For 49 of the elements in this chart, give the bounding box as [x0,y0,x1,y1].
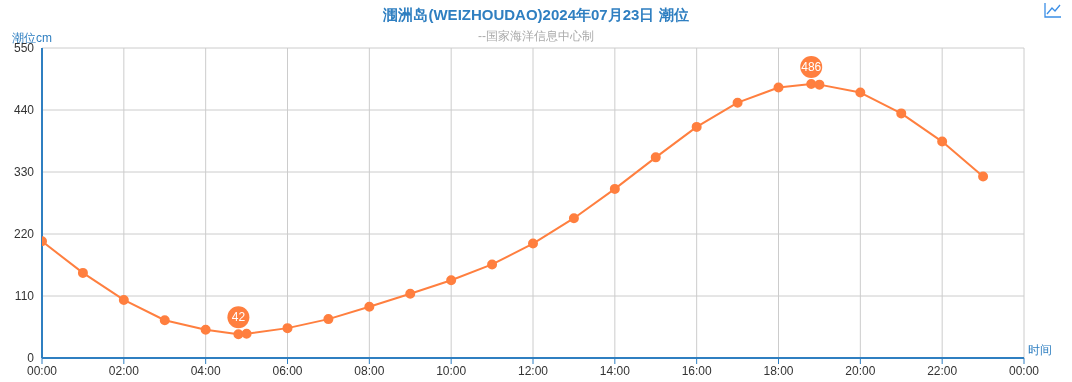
point [159,315,170,326]
point [568,213,579,224]
x-axis-title: 时间 [1028,342,1052,359]
point [282,323,293,334]
x-tick-label: 00:00 [1008,363,1040,378]
annotation: 486 [801,60,822,75]
point [528,238,538,249]
point [896,108,907,119]
point [364,301,375,312]
x-tick-label: 00:00 [26,363,58,378]
point [691,121,702,132]
y-axis-title: 潮位cm [12,30,52,45]
point [446,275,457,286]
point [609,183,620,194]
x-tick-label: 12:00 [517,363,549,378]
annotation: 42 [231,310,246,325]
chart-title: 涠洲岛(WEIZHOUDAO)2024年07月23日 潮位 [382,6,690,25]
point [241,328,252,339]
point [773,82,784,93]
point [650,152,661,163]
y-tick-label: 440 [13,103,35,118]
point [118,294,129,305]
x-tick-label: 04:00 [190,363,222,378]
y-tick-label: 110 [14,289,35,304]
point [233,329,244,340]
point [732,97,743,108]
point [200,324,211,335]
chart-subtitle: --国家海洋信息中心制 [478,29,594,43]
x-tick-label: 06:00 [272,363,303,378]
x-tick-label: 02:00 [108,363,140,378]
point [405,288,416,299]
x-tick-label: 18:00 [763,363,794,378]
y-tick-label: 220 [13,227,35,242]
x-tick-label: 08:00 [354,363,385,378]
x-tick-label: 22:00 [927,363,958,378]
point [814,79,825,90]
point [806,79,817,90]
point [487,259,498,270]
point [77,267,88,278]
x-tick-label: 16:00 [681,363,713,378]
point [937,136,948,147]
x-tick-label: 20:00 [845,363,876,378]
x-tick-label: 14:00 [599,363,631,378]
point [978,171,989,182]
y-tick-label: 330 [13,165,35,180]
point [323,314,334,325]
point [855,87,866,98]
x-tick-label: 10:00 [436,363,467,378]
y-tick-label: 0 [27,351,35,366]
